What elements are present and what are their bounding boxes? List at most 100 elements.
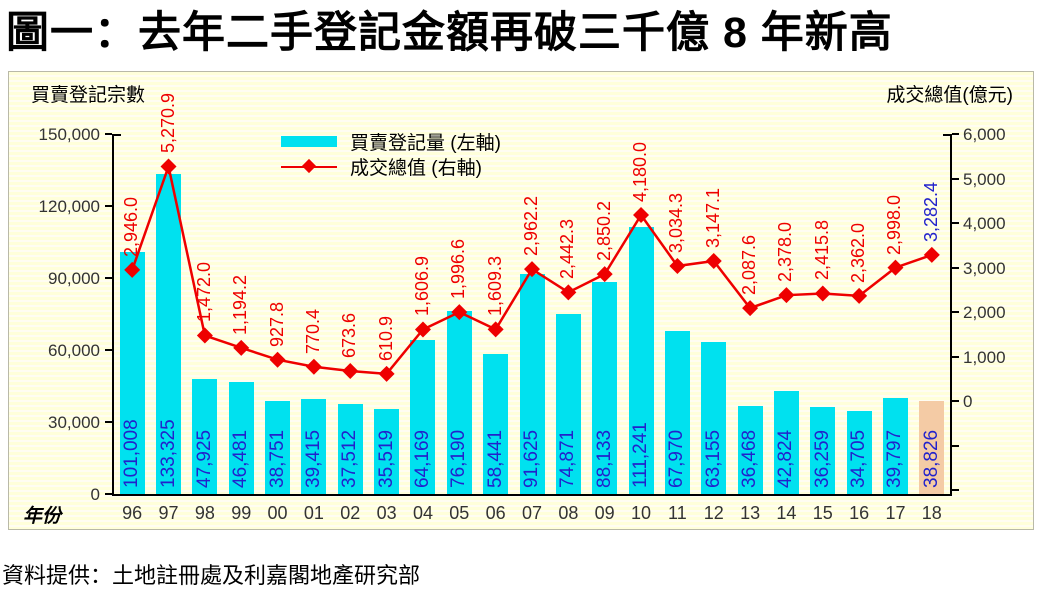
bar [228, 382, 254, 494]
x-axis-category-label: 02 [340, 503, 361, 523]
line-point-marker [487, 321, 504, 338]
left-axis-tick [105, 277, 112, 279]
y-axis-right-spine [950, 134, 952, 494]
right-axis-tick-label: 0 [963, 392, 973, 411]
right-axis-tick [952, 266, 959, 269]
left-axis-tick [105, 133, 112, 135]
line-value-label: 1,609.3 [484, 256, 505, 317]
chart-panel: 買賣登記宗數 成交總值(億元) 買賣登記量 (左軸) 成交總值 (右軸) 150… [8, 71, 1034, 530]
bar-value-label: 76,190 [448, 429, 470, 488]
source-note: 資料提供：土地註冊處及利嘉閣地產研究部 [2, 563, 421, 588]
x-axis-category-label: 01 [303, 503, 324, 523]
right-axis-tick [952, 355, 959, 358]
left-axis-tick-label: 90,000 [48, 269, 100, 288]
right-axis-tick [952, 177, 959, 180]
left-axis-tick-label: 0 [90, 485, 100, 504]
x-axis-category-label: 16 [849, 503, 870, 523]
bar-value-label: 39,797 [884, 429, 906, 488]
bar-value-label: 74,871 [557, 429, 579, 488]
x-axis-category-label: 07 [521, 503, 542, 523]
line-value-label: 3,034.3 [666, 192, 687, 253]
bar-value-label: 36,259 [811, 429, 833, 488]
x-axis-title: 年份 [23, 506, 62, 527]
x-axis-category-label: 09 [594, 503, 615, 523]
bar [737, 406, 763, 494]
legend-bar-label: 買賣登記量 (左軸) [350, 132, 501, 154]
line-value-label: 5,270.9 [157, 93, 178, 154]
right-axis-tick [952, 133, 959, 135]
x-axis-category-label: 99 [231, 503, 252, 523]
line-value-label: 2,998.0 [884, 194, 905, 255]
line-point-marker [814, 285, 831, 302]
x-axis-spine [112, 494, 952, 496]
line-point-marker [923, 246, 940, 263]
x-axis-category-label: 18 [921, 503, 942, 523]
bar-series-swatch-icon [281, 135, 337, 147]
line-point-marker [742, 300, 759, 317]
line-value-label: 3,282.4 [920, 181, 941, 242]
left-axis-tick-label: 120,000 [38, 197, 100, 216]
line-point-marker [378, 365, 395, 382]
bar-value-label: 46,481 [230, 429, 252, 488]
bar-value-label: 111,241 [630, 422, 652, 488]
bar-value-label: 37,512 [339, 429, 361, 488]
line-value-label: 2,378.0 [775, 222, 796, 283]
line-point-marker [160, 158, 177, 175]
x-axis-category-label: 97 [158, 503, 179, 523]
x-axis-category-label: 10 [631, 503, 652, 523]
line-value-label: 2,087.6 [739, 235, 760, 296]
bar [192, 378, 218, 494]
right-axis-title: 成交總值(億元) [886, 85, 1013, 106]
bar-value-label: 64,169 [411, 429, 433, 488]
bar-value-label: 63,155 [702, 429, 724, 488]
line-point-marker [669, 257, 686, 274]
line-point-marker [560, 284, 577, 301]
line-point-marker [887, 259, 904, 276]
bar-value-label: 133,325 [157, 419, 179, 488]
line-value-label: 770.4 [302, 308, 323, 354]
y-axis-left-spine [112, 134, 114, 494]
x-axis-category-label: 98 [194, 503, 215, 523]
line-value-label: 3,147.1 [702, 187, 723, 248]
bar-value-label: 88,133 [593, 429, 615, 488]
bar-value-label: 35,519 [375, 429, 397, 488]
bar-value-label: 34,705 [848, 429, 870, 488]
line-point-marker [233, 339, 250, 356]
line-value-label: 610.9 [375, 315, 396, 361]
line-value-label: 1,606.9 [411, 256, 432, 317]
bar-value-label: 42,824 [775, 429, 797, 488]
line-value-label: 1,194.2 [230, 274, 251, 335]
line-point-marker [778, 287, 795, 304]
left-axis-tick-label: 150,000 [38, 125, 100, 144]
line-value-label: 1,472.0 [193, 262, 214, 323]
x-axis-category-label: 04 [412, 503, 433, 523]
bar [882, 398, 908, 494]
bar [846, 410, 872, 494]
line-value-label: 4,180.0 [630, 141, 651, 202]
line-point-marker [705, 252, 722, 269]
line-point-marker [633, 206, 650, 223]
left-axis-tick [105, 421, 112, 423]
left-axis-top-tick [114, 134, 121, 136]
bar [773, 391, 799, 494]
left-axis-tick-label: 30,000 [48, 413, 100, 432]
x-axis-category-label: 13 [740, 503, 761, 523]
line-point-marker [196, 327, 213, 344]
line-value-label: 2,415.8 [811, 220, 832, 281]
bar-value-label: 101,008 [121, 419, 143, 488]
bar [265, 400, 291, 494]
line-point-marker [269, 351, 286, 368]
chart-title: 圖一：去年二手登記金額再破三千億 8 年新高 [6, 9, 893, 57]
left-axis-tick [105, 493, 112, 495]
plot-area: 150,000 120,000 90,000 60,000 30,000 0 6,000 5,… [9, 72, 1033, 529]
x-axis-category-label: 08 [558, 503, 579, 523]
line-value-label: 2,962.2 [521, 196, 541, 257]
line-value-label: 673.6 [339, 312, 360, 359]
bar-value-label: 58,441 [484, 429, 506, 488]
bar-value-label: 36,468 [739, 429, 761, 488]
x-axis-category-label: 05 [449, 503, 470, 523]
x-axis-category-label: 11 [668, 503, 687, 523]
right-axis-tick-label: 2,000 [963, 303, 1006, 322]
x-axis-category-label: 12 [703, 503, 724, 523]
x-axis-category-label: 15 [812, 503, 833, 523]
